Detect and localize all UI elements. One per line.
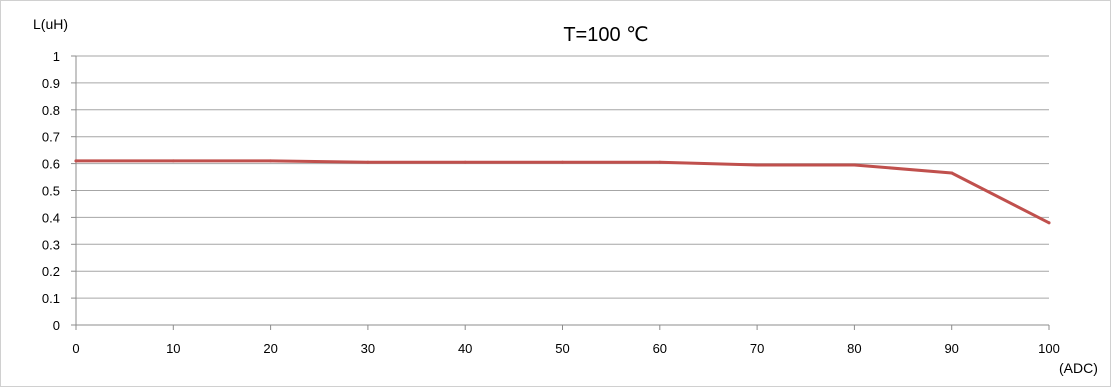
tick-labels: 00.10.20.30.40.50.60.70.80.910 10 20 30 40 50… xyxy=(42,49,1060,356)
x-tick-label: 70 xyxy=(750,341,764,356)
data-point xyxy=(561,160,564,164)
y-tick-label: 0.9 xyxy=(42,76,60,91)
data-point xyxy=(852,163,856,167)
x-tick-label: 100 xyxy=(1038,341,1060,356)
data-point xyxy=(171,159,175,163)
y-tick-label: 0.2 xyxy=(42,264,60,279)
y-tick-label: 0.3 xyxy=(42,237,60,252)
data-point xyxy=(269,159,273,163)
data-point xyxy=(755,163,759,167)
x-tick-label: 0 xyxy=(72,341,79,356)
y-axis-label: L(uH) xyxy=(33,16,68,32)
data-point xyxy=(74,159,78,163)
data-point xyxy=(366,160,370,164)
y-tick-label: 0.5 xyxy=(42,184,60,199)
grid-lines xyxy=(76,55,1049,299)
series-line xyxy=(74,159,1051,225)
x-axis-label: (ADC) xyxy=(1059,360,1098,376)
x-tick-label: 60 xyxy=(653,341,667,356)
y-tick-label: 1 xyxy=(53,49,60,64)
y-tick-label: 0.1 xyxy=(42,291,60,306)
x-tick-label: 80 xyxy=(847,341,861,356)
data-point xyxy=(463,160,467,164)
series-layer xyxy=(74,159,1051,225)
x-tick-label: 40 xyxy=(458,341,472,356)
y-tick-label: 0.7 xyxy=(42,130,60,145)
x-tick-label: 20 xyxy=(263,341,277,356)
y-tick-label: 0 xyxy=(53,318,60,333)
x-tick-label: 90 xyxy=(944,341,958,356)
x-tick-label: 10 xyxy=(166,341,180,356)
data-point xyxy=(658,160,662,164)
x-tick-label: 30 xyxy=(361,341,375,356)
y-tick-label: 0.8 xyxy=(42,103,60,118)
y-tick-label: 0.4 xyxy=(42,210,60,225)
data-point xyxy=(1047,221,1051,225)
y-tick-label: 0.6 xyxy=(42,157,60,172)
data-point xyxy=(950,171,954,175)
chart-title: T=100 ℃ xyxy=(563,24,648,46)
x-tick-label: 50 xyxy=(555,341,569,356)
